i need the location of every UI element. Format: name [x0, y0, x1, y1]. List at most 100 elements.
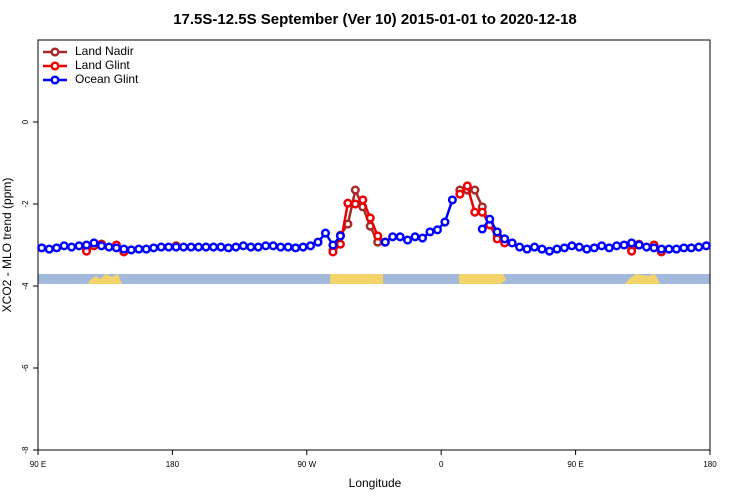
data-point	[193, 242, 204, 252]
data-point	[268, 241, 278, 251]
data-point	[52, 243, 62, 253]
data-point	[686, 243, 696, 253]
data-point	[627, 238, 637, 248]
data-point	[253, 242, 263, 252]
data-point	[350, 199, 360, 209]
data-point	[656, 244, 667, 254]
x-tick-label: 180	[703, 460, 717, 469]
data-point	[141, 244, 151, 254]
data-point	[59, 241, 69, 251]
data-point	[320, 228, 331, 238]
data-point	[81, 240, 92, 250]
data-point	[283, 242, 293, 252]
data-point	[589, 243, 599, 253]
data-point	[477, 207, 487, 217]
data-point	[544, 246, 555, 256]
data-point	[74, 241, 84, 251]
data-point	[343, 198, 353, 208]
x-tick-label: 90 W	[297, 460, 316, 469]
data-point	[500, 234, 510, 244]
land-patch	[88, 274, 122, 284]
data-point	[403, 235, 413, 245]
y-tick-label: -2	[21, 200, 30, 208]
data-point	[134, 244, 144, 254]
data-point	[492, 234, 502, 244]
land-patch	[625, 274, 660, 284]
data-point	[216, 242, 226, 252]
land-patch	[330, 274, 383, 284]
land-mask-band	[38, 274, 710, 284]
data-point	[582, 244, 592, 254]
data-point	[671, 244, 681, 254]
data-point	[305, 241, 316, 251]
x-tick-label: 90 E	[30, 460, 46, 469]
chart-title: 17.5S-12.5S September (Ver 10) 2015-01-0…	[173, 11, 577, 28]
data-point	[44, 244, 54, 254]
data-point	[470, 207, 480, 217]
data-point	[313, 237, 323, 247]
x-tick-label: 180	[166, 460, 180, 469]
data-point	[67, 242, 77, 252]
data-point	[627, 246, 637, 256]
data-point	[455, 189, 465, 199]
legend-marker	[50, 75, 60, 85]
land-patch	[459, 274, 506, 284]
data-point	[619, 240, 629, 250]
data-point	[261, 241, 271, 251]
x-axis-label: Longitude	[349, 476, 402, 490]
data-point	[246, 242, 256, 252]
data-point	[470, 185, 480, 195]
data-point	[291, 243, 301, 253]
legend-marker	[50, 61, 60, 71]
data-point	[537, 244, 547, 254]
data-point	[462, 181, 472, 191]
data-point	[335, 231, 345, 241]
data-point	[477, 224, 487, 234]
data-point	[111, 243, 121, 253]
y-tick-label: 0	[21, 119, 30, 124]
data-point	[126, 245, 136, 255]
data-point	[328, 240, 338, 250]
data-point	[350, 185, 360, 195]
data-point	[612, 241, 622, 251]
data-point	[358, 195, 368, 205]
data-point	[37, 243, 47, 253]
data-point	[492, 227, 502, 237]
data-point	[552, 244, 562, 254]
data-point	[641, 242, 652, 252]
y-axis-label: XCO2 - MLO trend (ppm)	[0, 178, 14, 313]
data-point	[156, 242, 166, 252]
data-point	[440, 217, 450, 227]
data-point	[388, 232, 398, 242]
legend-marker	[50, 47, 60, 57]
data-point	[149, 243, 159, 253]
data-point	[380, 237, 390, 247]
data-point	[425, 227, 435, 237]
legend-label: Land Glint	[75, 58, 130, 72]
data-point	[298, 242, 308, 252]
data-point	[395, 232, 405, 242]
data-point	[238, 241, 248, 251]
data-point	[447, 195, 457, 205]
data-point	[276, 242, 286, 252]
data-point	[417, 233, 428, 243]
legend-label: Ocean Glint	[75, 72, 139, 86]
y-tick-label: -6	[21, 364, 30, 372]
data-point	[529, 242, 540, 252]
y-tick-label: -8	[21, 446, 30, 454]
data-point	[179, 242, 189, 252]
data-point	[559, 243, 569, 253]
data-point	[328, 247, 338, 257]
data-point	[664, 244, 674, 254]
data-point	[515, 242, 525, 252]
data-point	[701, 241, 711, 251]
data-point	[604, 243, 614, 253]
data-point	[186, 242, 196, 252]
data-point	[119, 244, 129, 254]
data-point	[96, 241, 107, 251]
data-point	[649, 243, 659, 253]
data-point	[104, 242, 114, 252]
data-point	[171, 242, 181, 252]
